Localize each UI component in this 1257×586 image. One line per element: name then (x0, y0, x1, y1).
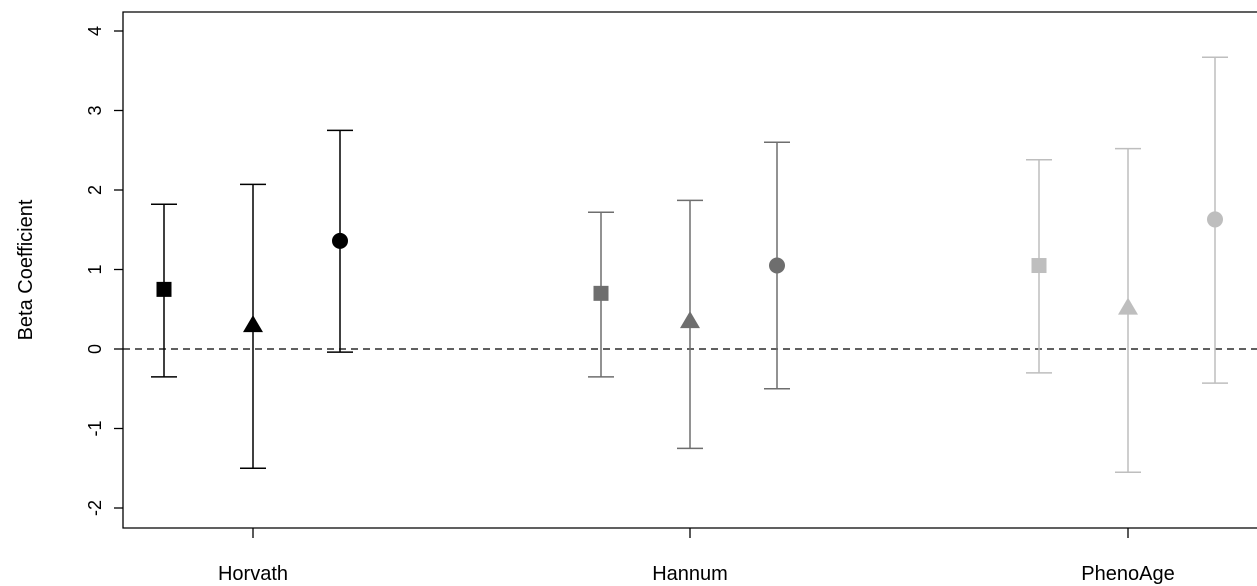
point-marker-triangle (243, 315, 263, 333)
y-tick-label: 3 (85, 105, 105, 115)
x-category-label: PhenoAge (1081, 563, 1174, 585)
y-tick-label: 2 (85, 185, 105, 195)
point-marker-circle (1207, 211, 1223, 228)
y-tick-label: -1 (85, 420, 105, 436)
point-marker-square (593, 285, 609, 301)
point-marker-square (156, 281, 172, 297)
y-tick-label: 1 (85, 264, 105, 274)
y-tick-label: 0 (85, 344, 105, 354)
point-marker-circle (769, 257, 785, 274)
x-category-label: Hannum (652, 563, 728, 585)
point-marker-circle (332, 232, 348, 249)
y-tick-label: 4 (85, 26, 105, 36)
plot-layer: -2 -1 0 1 2 3 4 Horvath Hannum PhenoAge (85, 11, 1257, 585)
point-marker-triangle (1118, 297, 1138, 315)
y-tick-label: -2 (85, 500, 105, 516)
y-axis-label: Beta Coefficient (15, 199, 37, 340)
point-marker-square (1031, 258, 1047, 274)
x-category-label: Horvath (218, 563, 288, 585)
point-marker-triangle (680, 311, 700, 329)
